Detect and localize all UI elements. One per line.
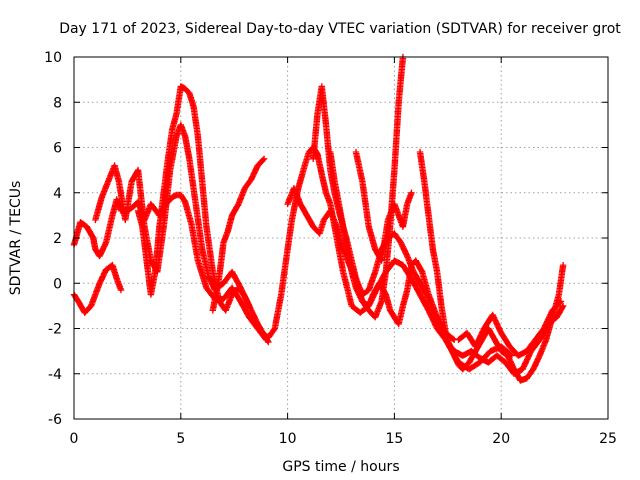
x-tick-label: 10 [279,431,297,447]
x-tick-label: 25 [599,431,617,447]
series-markers [455,298,565,359]
y-tick-label: 10 [44,50,62,66]
y-tick-label: -2 [48,322,62,338]
x-axis-label: GPS time / hours [282,459,399,475]
x-tick-label: 5 [176,431,185,447]
chart-title: Day 171 of 2023, Sidereal Day-to-day VTE… [59,21,621,37]
series-markers [209,155,268,314]
x-axis-ticks: 0 5 10 15 20 25 [70,57,617,447]
y-axis-ticks: -6 -4 -2 0 2 4 6 8 10 [44,50,608,428]
y-tick-label: 8 [53,95,62,111]
y-tick-label: 4 [53,186,62,202]
y-tick-label: -4 [48,367,62,383]
x-tick-label: 20 [492,431,510,447]
y-tick-label: -6 [48,412,62,428]
x-tick-label: 0 [70,431,79,447]
series-markers [134,83,272,346]
x-tick-label: 15 [385,431,403,447]
y-axis-label: SDTVAR / TECUs [8,181,24,296]
y-tick-label: 6 [53,141,62,157]
series-markers [310,53,407,321]
y-tick-label: 0 [53,276,62,292]
y-tick-label: 2 [53,231,62,247]
series-markers [352,148,415,264]
